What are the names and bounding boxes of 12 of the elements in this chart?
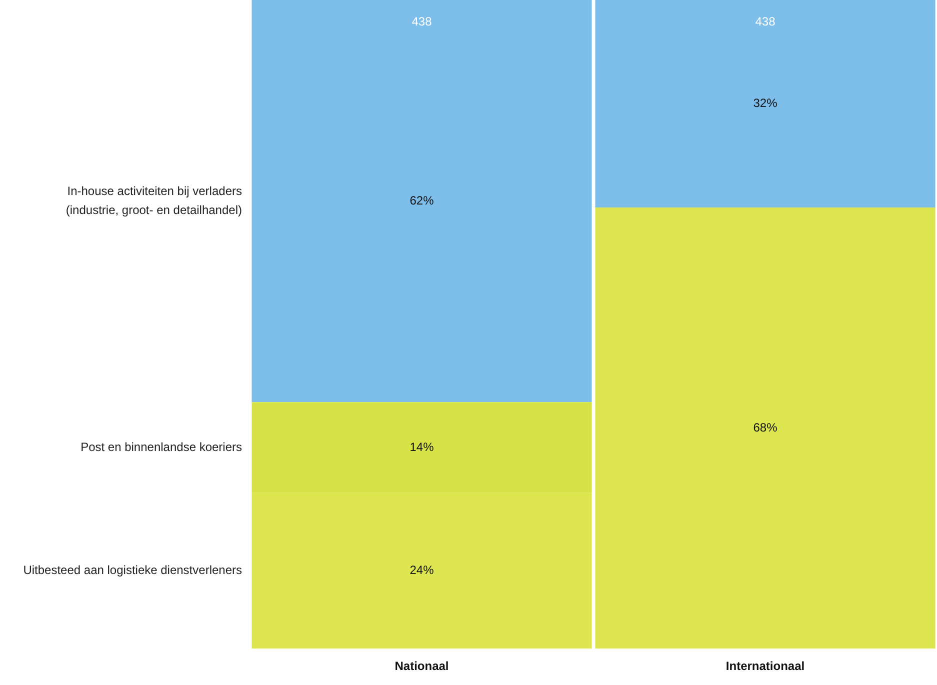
annotation: 438 [412, 14, 432, 28]
x-tick-label: Internationaal [726, 659, 805, 674]
series-label: Post en binnenlandse koeriers [80, 440, 242, 454]
data-label: 14% [410, 440, 434, 454]
data-label: 32% [753, 96, 778, 110]
annotation: 438 [755, 14, 776, 28]
series-label: In-house activiteiten bij verladers (industrie, groot- en detailhandel) [66, 184, 242, 217]
data-label: 68% [753, 420, 778, 434]
x-tick-label: Nationaal [394, 659, 449, 674]
data-label: 62% [410, 193, 434, 208]
series-label: Uitbesteed aan logistieke dienstverleners [23, 563, 242, 578]
data-label: 24% [410, 563, 434, 578]
